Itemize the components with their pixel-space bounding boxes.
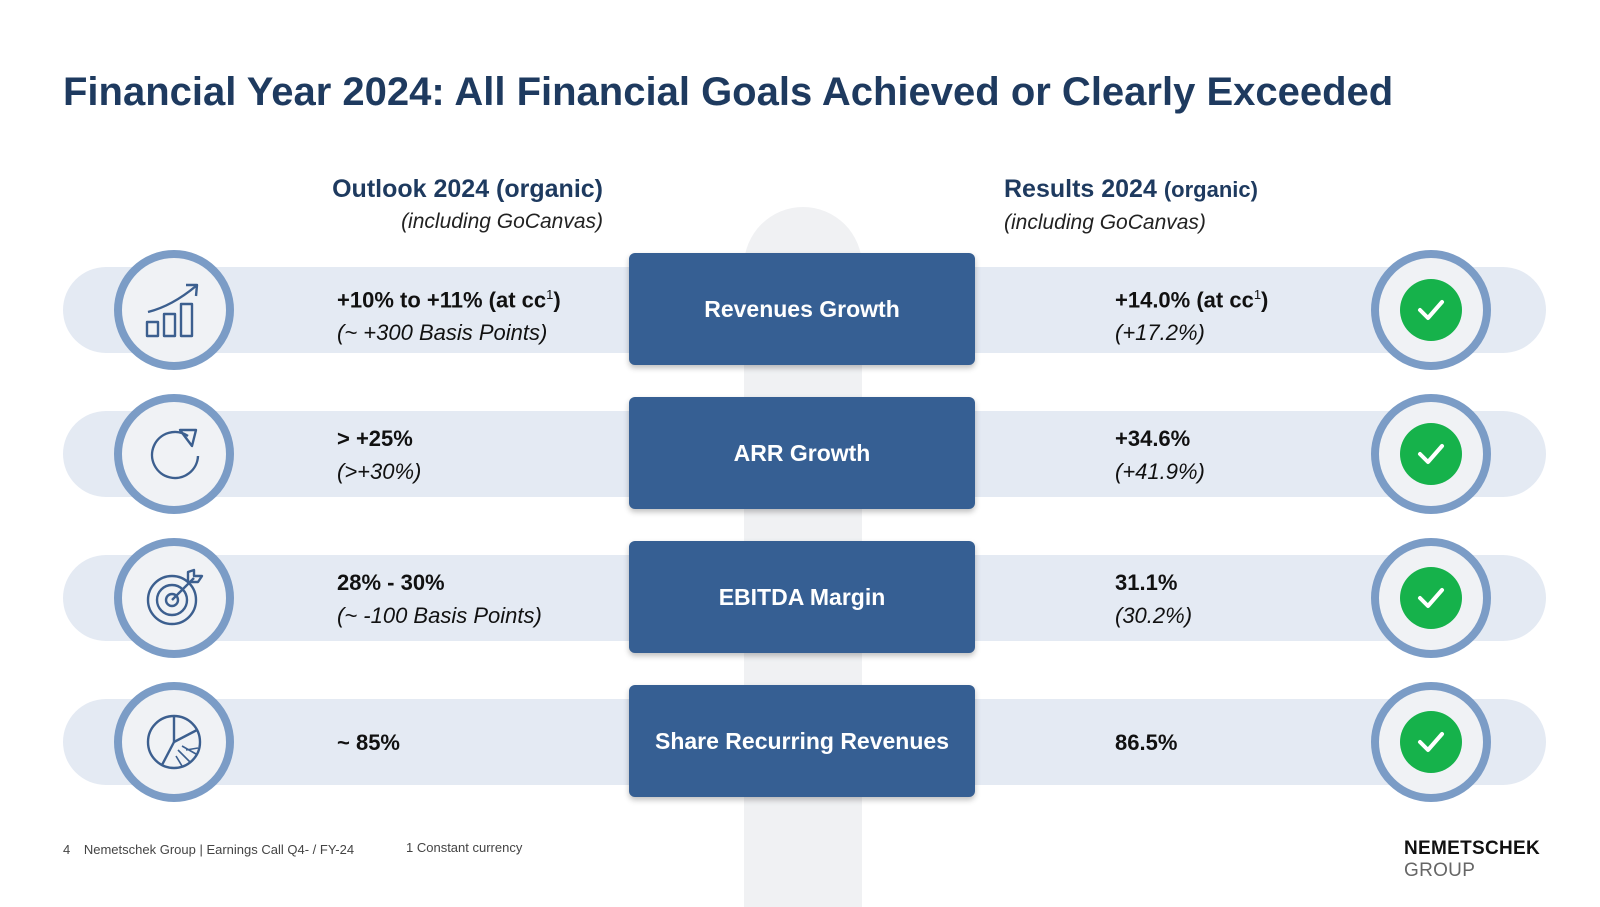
bar-chart-growth-icon	[145, 283, 199, 338]
footer: 4 Nemetschek Group | Earnings Call Q4- /…	[63, 842, 364, 857]
target-arrow-icon	[146, 568, 204, 626]
page-number: 4	[63, 842, 71, 857]
result-value-recurring: 86.5%	[1115, 726, 1177, 759]
outlook-value-arr: > +25% (>+30%)	[337, 422, 421, 488]
metric-box-share-recurring: Share Recurring Revenues	[629, 685, 975, 797]
outlook-header-subtitle: (including GoCanvas)	[401, 210, 603, 233]
company-logo: NEMETSCHEK GROUP	[1404, 838, 1544, 882]
status-ring-recurring	[1371, 682, 1491, 802]
results-header-title-line: Results 2024 (organic)	[1004, 172, 1344, 207]
result-value-ebitda: 31.1% (30.2%)	[1115, 566, 1192, 632]
result-superscript: 1	[1253, 287, 1262, 302]
row-icon-ring-revenues	[114, 250, 234, 370]
outlook-value-revenues: +10% to +11% (at cc1) (~ +300 Basis Poin…	[337, 278, 561, 349]
outlook-main-recurring: ~ 85%	[337, 730, 400, 755]
result-value-revenues: +14.0% (at cc1) (+17.2%)	[1115, 278, 1268, 349]
logo-line-2: GROUP	[1404, 860, 1476, 881]
metric-box-arr-growth: ARR Growth	[629, 397, 975, 509]
outlook-main-arr: > +25%	[337, 426, 413, 451]
results-header-title: Results 2024	[1004, 175, 1157, 203]
outlook-superscript: 1	[546, 287, 554, 302]
check-circle-icon	[1400, 423, 1462, 485]
status-ring-ebitda	[1371, 538, 1491, 658]
outlook-note-revenues: (~ +300 Basis Points)	[337, 320, 548, 346]
result-main-revenues: +14.0% (at cc1)	[1115, 278, 1268, 316]
outlook-main-revenues: +10% to +11% (at cc1)	[337, 278, 561, 316]
logo-line-1: NEMETSCHEK	[1404, 838, 1541, 859]
status-ring-revenues	[1371, 250, 1491, 370]
status-ring-arr	[1371, 394, 1491, 514]
page-title: Financial Year 2024: All Financial Goals…	[63, 70, 1394, 114]
row-icon-ring-recurring	[114, 682, 234, 802]
results-header-subtitle: (including GoCanvas)	[1004, 211, 1206, 234]
result-main-arr: +34.6%	[1115, 426, 1191, 451]
footer-source: Nemetschek Group | Earnings Call Q4- / F…	[83, 842, 355, 857]
refresh-arrow-icon	[150, 428, 200, 480]
check-circle-icon	[1400, 279, 1462, 341]
result-main-text: +14.0% (at cc	[1115, 287, 1254, 313]
outlook-close-paren: )	[553, 287, 561, 313]
result-note-ebitda: (30.2%)	[1115, 603, 1193, 628]
results-header-title-paren: (organic)	[1163, 177, 1258, 202]
footnote: 1 Constant currency	[406, 840, 523, 855]
row-icon-ring-arr	[114, 394, 234, 514]
outlook-main-text: +10% to +11% (at cc	[337, 287, 547, 313]
result-main-recurring: 86.5%	[1115, 730, 1178, 755]
outlook-value-ebitda: 28% - 30% (~ -100 Basis Points)	[337, 566, 542, 632]
outlook-value-recurring: ~ 85%	[337, 726, 400, 759]
outlook-header: Outlook 2024 (organic) (including GoCanv…	[295, 172, 603, 238]
row-icon-ring-ebitda	[114, 538, 234, 658]
results-header: Results 2024 (organic) (including GoCanv…	[1004, 172, 1344, 239]
outlook-note-ebitda: (~ -100 Basis Points)	[337, 603, 542, 628]
result-close-paren: )	[1261, 287, 1269, 313]
pie-chart-icon	[146, 714, 202, 770]
result-main-ebitda: 31.1%	[1115, 570, 1178, 595]
metric-box-ebitda-margin: EBITDA Margin	[629, 541, 975, 653]
result-value-arr: +34.6% (+41.9%)	[1115, 422, 1205, 488]
metric-box-revenues-growth: Revenues Growth	[629, 253, 975, 365]
outlook-header-title: Outlook 2024 (organic)	[332, 175, 603, 203]
result-note-arr: (+41.9%)	[1115, 459, 1205, 484]
result-note-revenues: (+17.2%)	[1115, 320, 1205, 346]
outlook-note-arr: (>+30%)	[337, 459, 422, 484]
check-circle-icon	[1400, 711, 1462, 773]
check-circle-icon	[1400, 567, 1462, 629]
outlook-main-ebitda: 28% - 30%	[337, 570, 445, 595]
